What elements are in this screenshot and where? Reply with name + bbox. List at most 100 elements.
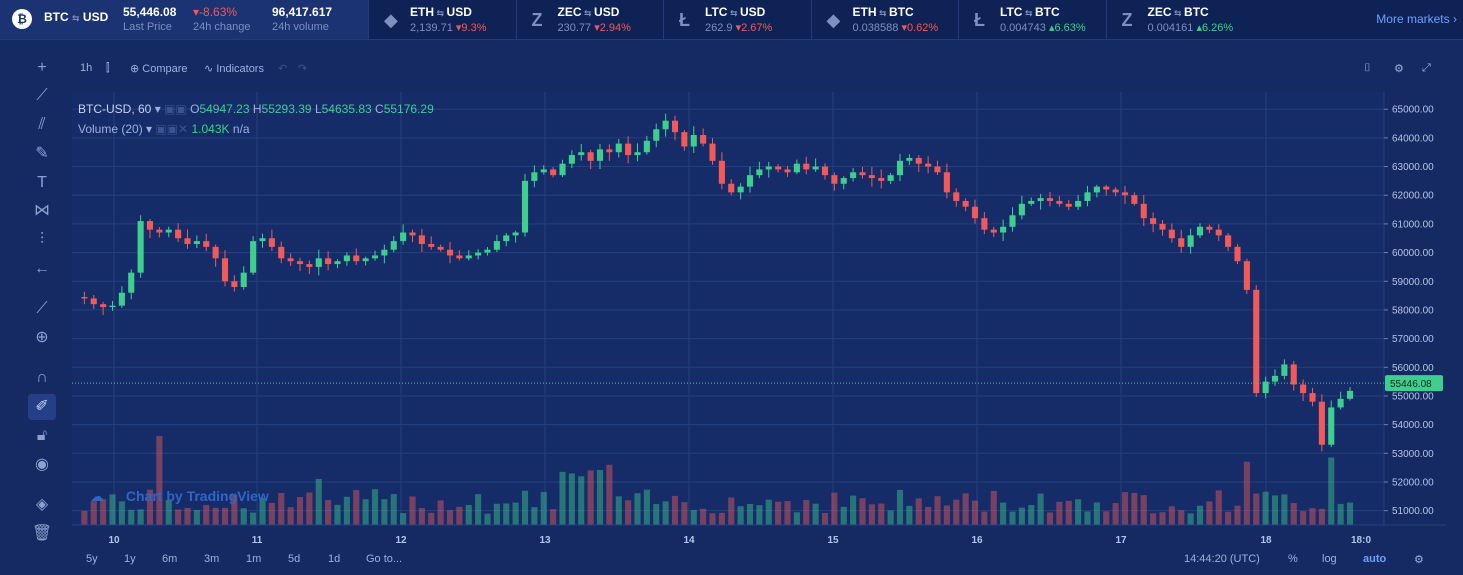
candle-body — [568, 155, 575, 164]
swap-icon: ⇆ — [1171, 8, 1185, 18]
volume-bar — [146, 489, 154, 525]
ruler-icon[interactable]: ⟋ — [36, 300, 48, 317]
fullscreen-icon[interactable]: ⤢ — [1422, 62, 1431, 74]
stay-in-drawing-mode-icon[interactable]: ✐ — [28, 394, 56, 420]
ticker-item[interactable]: Z ZEC ⇆ USD 230.77 ▾2.94% — [515, 0, 663, 39]
redo-icon[interactable]: ↷ — [298, 63, 308, 75]
zoom-in-icon[interactable]: ⊕ — [35, 329, 49, 346]
y-tick-label: 58000.00 — [1392, 305, 1434, 316]
ticker-item[interactable]: ◆ ETH ⇆ USD 2,139.71 ▾9.3% — [368, 0, 515, 39]
range-6m[interactable]: 6m — [162, 553, 178, 565]
volume-bar — [1196, 505, 1204, 525]
brush-icon[interactable]: ✎ — [35, 145, 49, 162]
swap-icon: ⇆ — [434, 8, 447, 18]
tradingview-watermark[interactable]: ☁ Chart by TradingView — [90, 488, 269, 505]
range-1m[interactable]: 1m — [246, 553, 262, 565]
volume-bar — [343, 496, 350, 525]
fib-icon[interactable]: ⫽ — [38, 116, 46, 133]
legend-symbol[interactable]: BTC-USD, 60 — [78, 102, 152, 116]
range-5y[interactable]: 5y — [86, 553, 98, 565]
text-icon[interactable]: T — [37, 174, 47, 191]
undo-icon[interactable]: ↶ — [278, 63, 288, 75]
trend-line-icon[interactable]: ⟋ — [36, 87, 48, 104]
percent-toggle[interactable]: % — [1288, 553, 1298, 565]
goto-button[interactable]: Go to... — [366, 553, 403, 565]
chevron-down-icon[interactable]: ▾ — [146, 122, 153, 136]
volume-bar — [1281, 494, 1288, 525]
settings-icon[interactable]: ⚙ — [1414, 554, 1424, 566]
volume-bar — [250, 512, 257, 525]
log-toggle[interactable]: log — [1322, 553, 1337, 565]
volume-bar — [859, 498, 866, 525]
volume-study-label[interactable]: Volume (20) — [78, 122, 143, 136]
volume-bar — [437, 500, 444, 525]
down-arrow-icon: ▾ — [452, 22, 462, 34]
settings-icon[interactable]: ⚙ — [1394, 63, 1404, 75]
x-tick-label: 10 — [108, 535, 120, 546]
candle-body — [1018, 203, 1025, 216]
ticker-pair: ETH ⇆ USD — [410, 5, 472, 19]
candle-body — [1075, 200, 1082, 207]
lock-icon[interactable]: 🔓︎ — [36, 427, 48, 444]
candle-body — [456, 255, 463, 259]
ticker-item[interactable]: Z ZEC ⇆ BTC 0.004161 ▴6.26% — [1105, 0, 1253, 39]
high-value: 55293.39 — [261, 102, 312, 116]
prediction-icon[interactable]: ⫶ — [39, 231, 44, 248]
range-3m[interactable]: 3m — [204, 553, 220, 565]
trash-icon[interactable]: 🗑︎ — [31, 525, 53, 542]
candle-body — [212, 246, 219, 259]
indicators-button[interactable]: ∿ Indicators — [204, 62, 264, 75]
candle-body — [821, 166, 829, 176]
volume-bar — [203, 505, 210, 525]
indicators-icon: ∿ — [204, 63, 214, 75]
pattern-icon[interactable]: ⋈ — [34, 202, 50, 219]
more-markets-link[interactable]: More markets › — [1376, 12, 1457, 26]
volume-bar — [1093, 502, 1100, 525]
ticker-main[interactable]: ₿ BTC ⇆ USD 55,446.08 Last Price ▾-8.63%… — [0, 0, 368, 39]
interval-button[interactable]: 1h — [80, 62, 93, 74]
camera-icon[interactable]: ⌷ — [1364, 62, 1371, 74]
candles-icon[interactable]: ⫿ — [106, 62, 110, 74]
clock-time: 14:44:20 (UTC) — [1184, 553, 1260, 565]
candle-body — [550, 169, 557, 176]
range-1y[interactable]: 1y — [124, 553, 136, 565]
volume-bar — [428, 512, 435, 525]
candle-body — [353, 255, 360, 262]
change-value: ▾-8.63% — [193, 5, 237, 19]
candle-body — [653, 129, 660, 141]
layers-icon[interactable]: ◈ — [35, 496, 49, 513]
study-buttons-icon[interactable]: ▣▣✕ — [155, 122, 189, 136]
auto-toggle[interactable]: auto — [1363, 553, 1387, 565]
range-1d[interactable]: 1d — [328, 553, 341, 565]
eye-icon[interactable]: ◉ — [35, 456, 49, 473]
compare-button[interactable]: ⊕ Compare — [130, 62, 188, 75]
arrow-left-icon[interactable]: ← — [34, 260, 50, 277]
chevron-down-icon[interactable]: ▾ — [154, 102, 161, 116]
magnet-icon[interactable]: ∩ — [36, 369, 48, 386]
candle-body — [831, 175, 838, 184]
candle-body — [962, 200, 969, 207]
candle-body — [90, 298, 97, 305]
pair-base: LTC — [705, 5, 728, 19]
volume-bar — [278, 492, 285, 525]
ticker-item[interactable]: Ł LTC ⇆ BTC 0.004743 ▴6.63% — [958, 0, 1105, 39]
candle-body — [1131, 195, 1138, 204]
volume-bar — [1271, 495, 1279, 525]
y-tick-label: 56000.00 — [1392, 363, 1434, 374]
candle-body — [287, 258, 294, 262]
candle-body — [925, 163, 932, 167]
range-5d[interactable]: 5d — [288, 553, 301, 565]
volume-bar — [1234, 505, 1241, 525]
y-tick-label: 51000.00 — [1392, 506, 1434, 517]
legend-buttons-icon[interactable]: ▣▣ — [164, 102, 187, 116]
candle-body — [175, 229, 182, 239]
volume-bar — [1187, 513, 1194, 525]
crosshair-icon[interactable]: + — [37, 59, 47, 76]
market-ticker-bar: ₿ BTC ⇆ USD 55,446.08 Last Price ▾-8.63%… — [0, 0, 1463, 40]
ticker-change: 6.63% — [1054, 22, 1086, 34]
volume-bar — [1328, 457, 1335, 525]
volume-bar — [118, 501, 125, 525]
ticker-item[interactable]: ◆ ETH ⇆ BTC 0.038588 ▾0.62% — [810, 0, 958, 39]
ticker-item[interactable]: Ł LTC ⇆ USD 262.9 ▾2.67% — [663, 0, 810, 39]
